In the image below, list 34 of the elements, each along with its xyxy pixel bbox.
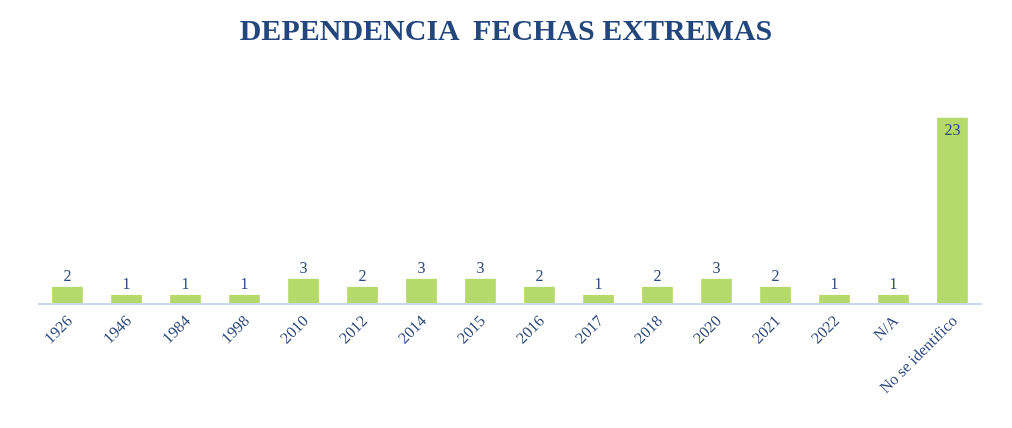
bar (642, 286, 673, 303)
data-label: 2 (653, 266, 662, 284)
data-label: 1 (240, 274, 249, 292)
data-label: 2 (63, 266, 72, 284)
bar (229, 294, 260, 303)
bar (288, 278, 319, 303)
data-label: 1 (181, 274, 190, 292)
data-label: 1 (830, 274, 839, 292)
data-label: 3 (417, 258, 426, 276)
bar (170, 294, 201, 303)
data-label: 1 (594, 274, 603, 292)
bar (583, 294, 614, 303)
bar (111, 294, 142, 303)
bar (465, 278, 496, 303)
data-label: 3 (712, 258, 721, 276)
data-label: 2 (771, 266, 780, 284)
data-label: 2 (535, 266, 544, 284)
x-tick-label: N/A (869, 311, 902, 344)
bar (52, 286, 83, 303)
data-label: 2 (358, 266, 367, 284)
bar (406, 278, 437, 303)
bar (819, 294, 850, 303)
bar (701, 278, 732, 303)
data-label: 3 (299, 258, 308, 276)
data-label: 1 (122, 274, 131, 292)
data-label: 1 (889, 274, 898, 292)
data-label: 23 (944, 120, 961, 138)
data-label: 3 (476, 258, 485, 276)
chart-title: DEPENDENCIA FECHAS EXTREMAS (239, 13, 773, 47)
bar (524, 286, 555, 303)
bar (878, 294, 909, 303)
bar (760, 286, 791, 303)
bar (347, 286, 378, 303)
bar (937, 117, 968, 303)
